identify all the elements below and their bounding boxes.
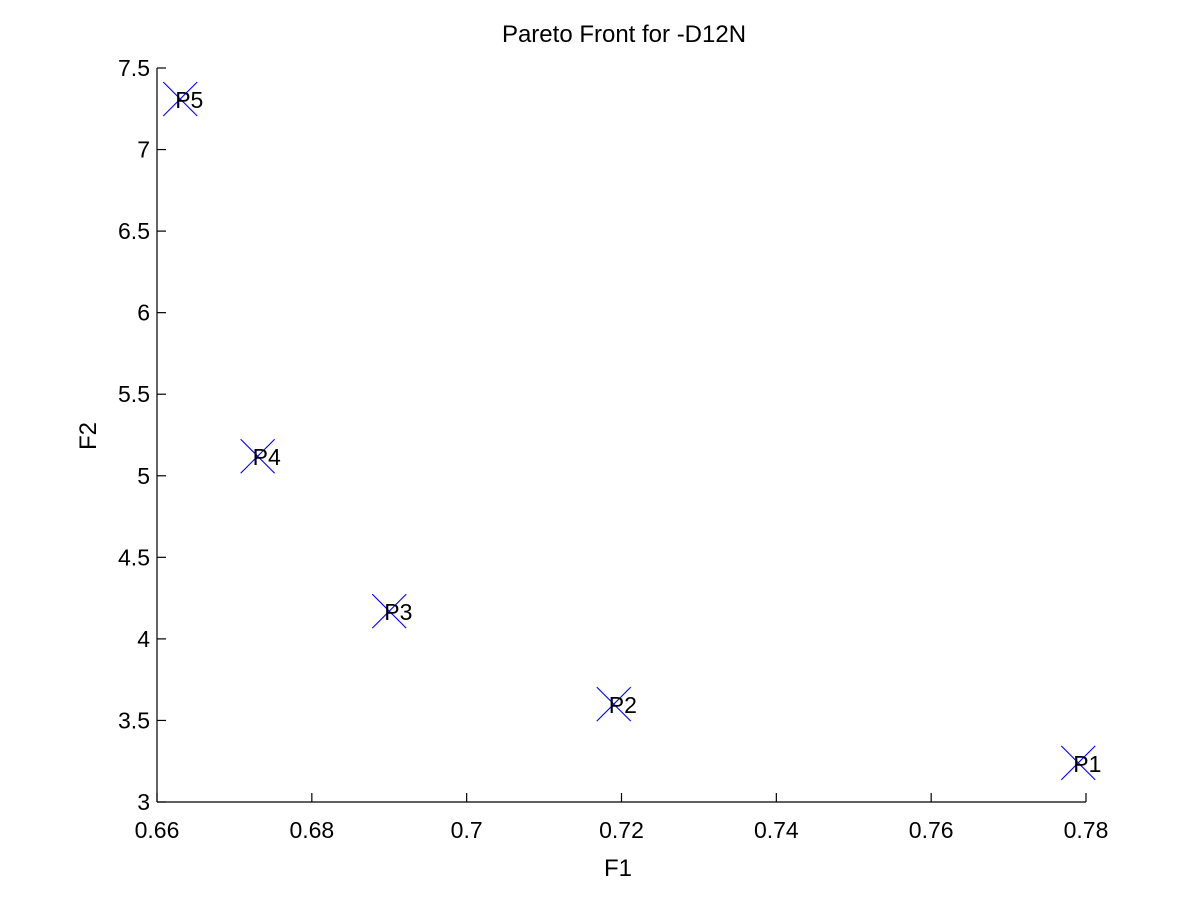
x-marker xyxy=(1060,745,1096,781)
data-point: P2 xyxy=(596,686,637,722)
y-tick-label: 3.5 xyxy=(118,707,150,733)
x-marker xyxy=(596,686,632,722)
x-marker xyxy=(162,81,198,117)
y-tick-label: 7 xyxy=(137,137,150,163)
data-points: P1 P2 P3 P4 P5 xyxy=(162,81,1101,781)
x-marker xyxy=(371,593,407,629)
y-tick-label: 7.5 xyxy=(118,55,150,81)
data-point: P4 xyxy=(240,438,281,474)
y-tick-label: 6 xyxy=(137,300,150,326)
point-label: P5 xyxy=(175,87,203,113)
x-tick-label: 0.68 xyxy=(289,817,334,843)
x-tick-label: 0.74 xyxy=(754,817,799,843)
y-axis-label: F2 xyxy=(75,422,102,450)
y-tick-label: 4.5 xyxy=(118,544,150,570)
x-axis-label: F1 xyxy=(604,855,632,882)
data-point: P5 xyxy=(162,81,203,117)
x-tick-label: 0.66 xyxy=(135,817,180,843)
point-label: P4 xyxy=(253,444,281,470)
y-tick-label: 5 xyxy=(137,463,150,489)
y-axis-ticks: 3 3.5 4 4.5 5 5.5 6 6.5 7 7.5 xyxy=(118,55,166,815)
y-tick-label: 3 xyxy=(137,789,150,815)
chart-title: Pareto Front for -D12N xyxy=(502,21,746,48)
data-point: P3 xyxy=(371,593,412,629)
x-axis-ticks: 0.66 0.68 0.7 0.72 0.74 0.76 0.78 xyxy=(135,793,1109,843)
x-tick-label: 0.72 xyxy=(599,817,644,843)
y-tick-label: 6.5 xyxy=(118,218,150,244)
point-label: P3 xyxy=(384,599,412,625)
x-tick-label: 0.76 xyxy=(909,817,954,843)
x-tick-label: 0.7 xyxy=(451,817,483,843)
x-tick-label: 0.78 xyxy=(1064,817,1109,843)
y-tick-label: 5.5 xyxy=(118,381,150,407)
point-label: P1 xyxy=(1073,751,1101,777)
data-point: P1 xyxy=(1060,745,1101,781)
x-marker xyxy=(240,438,276,474)
point-label: P2 xyxy=(609,692,637,718)
y-tick-label: 4 xyxy=(137,626,150,652)
